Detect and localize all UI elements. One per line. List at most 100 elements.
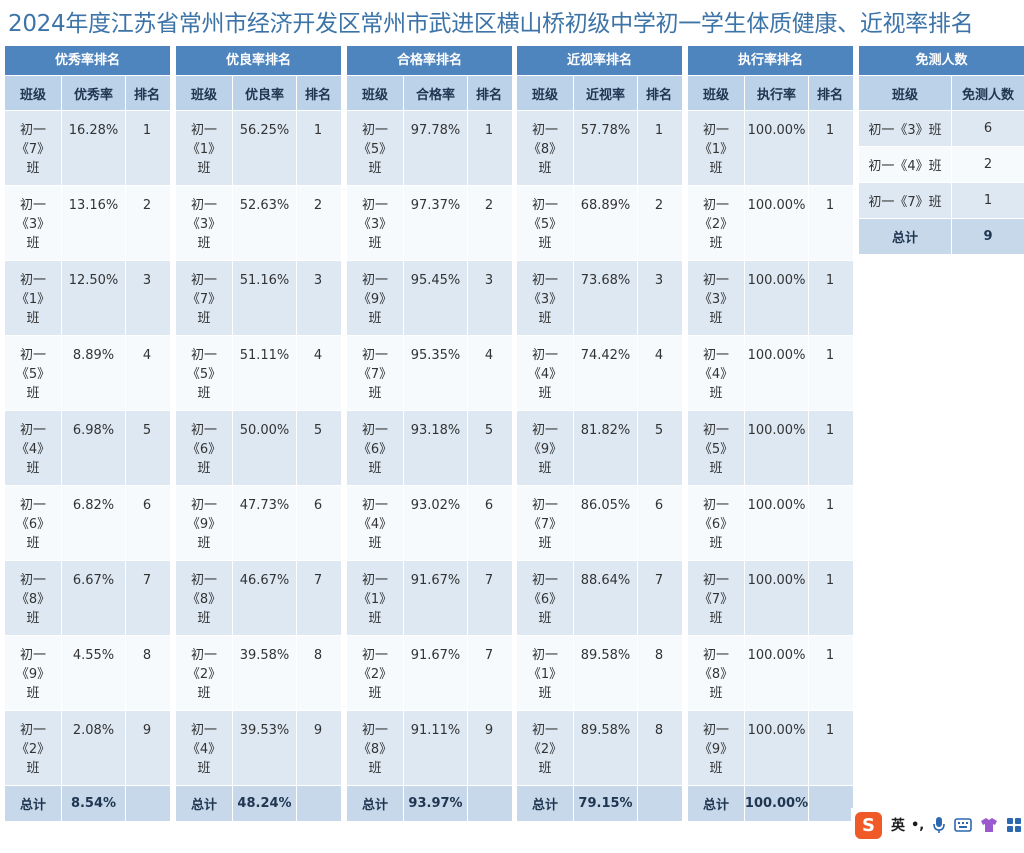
ranking-panel: 优秀率排名 班级 优秀率 排名 初一 《7》 班 16.28% 1 初一 《3》… <box>5 46 170 821</box>
class-cell: 初一 《5》 班 <box>5 336 62 410</box>
table-row: 初一 《2》 班 100.00% 1 <box>688 186 853 261</box>
metric-cell: 4.55% <box>62 636 126 710</box>
col-class-header: 班级 <box>347 76 404 110</box>
table-row: 初一 《1》 班 91.67% 7 <box>347 561 512 636</box>
total-row: 总计 79.15% <box>517 786 682 821</box>
metric-cell: 89.58% <box>574 636 638 710</box>
total-empty-cell <box>126 786 168 821</box>
metric-cell: 100.00% <box>745 411 809 485</box>
metric-cell: 74.42% <box>574 336 638 410</box>
metric-cell: 100.00% <box>745 486 809 560</box>
total-row: 总计 100.00% <box>688 786 853 821</box>
total-row: 总计 48.24% <box>176 786 341 821</box>
table-row: 初一 《7》 班 95.35% 4 <box>347 336 512 411</box>
column-headers: 班级 合格率 排名 <box>347 76 512 111</box>
rank-cell: 1 <box>825 498 835 513</box>
skin-icon[interactable] <box>980 817 998 833</box>
ime-toolbar[interactable]: S 英 •, <box>851 808 1024 842</box>
panel-header: 合格率排名 <box>347 46 512 76</box>
table-row: 初一 《3》 班 97.37% 2 <box>347 186 512 261</box>
metric-cell: 47.73% <box>233 486 297 560</box>
ime-logo-icon[interactable]: S <box>855 811 882 839</box>
ime-punctuation-toggle[interactable]: •, <box>911 817 925 833</box>
table-row: 初一 《2》 班 91.67% 7 <box>347 636 512 711</box>
rank-cell: 2 <box>313 198 323 213</box>
class-cell: 初一 《3》 班 <box>517 261 574 335</box>
exempt-rows: 初一《3》班 6 初一《4》班 2 初一《7》班 1 <box>859 111 1024 219</box>
panel-header: 优秀率排名 <box>5 46 170 76</box>
metric-cell: 100.00% <box>745 261 809 335</box>
metric-cell: 93.02% <box>404 486 468 560</box>
rank-cell: 7 <box>142 573 152 588</box>
rank-cell: 7 <box>484 648 494 663</box>
table-row: 初一 《3》 班 100.00% 1 <box>688 261 853 336</box>
class-cell: 初一 《8》 班 <box>176 561 233 635</box>
class-cell: 初一 《6》 班 <box>688 486 745 560</box>
class-cell: 初一 《1》 班 <box>176 111 233 185</box>
total-empty-cell <box>297 786 339 821</box>
table-row: 初一 《4》 班 74.42% 4 <box>517 336 682 411</box>
class-cell: 初一 《8》 班 <box>517 111 574 185</box>
metric-cell: 68.89% <box>574 186 638 260</box>
metric-cell: 13.16% <box>62 186 126 260</box>
col-rank-header: 排名 <box>133 87 160 103</box>
total-value: 93.97% <box>404 786 468 821</box>
rank-cell: 2 <box>654 198 664 213</box>
class-cell: 初一 《2》 班 <box>176 636 233 710</box>
exempt-class-cell: 初一《4》班 <box>859 147 952 182</box>
metric-cell: 88.64% <box>574 561 638 635</box>
class-cell: 初一 《9》 班 <box>517 411 574 485</box>
class-cell: 初一 《5》 班 <box>347 111 404 185</box>
class-cell: 初一 《4》 班 <box>347 486 404 560</box>
rank-cell: 4 <box>654 348 664 363</box>
class-cell: 初一 《7》 班 <box>517 486 574 560</box>
table-row: 初一 《7》 班 86.05% 6 <box>517 486 682 561</box>
metric-cell: 16.28% <box>62 111 126 185</box>
metric-cell: 51.16% <box>233 261 297 335</box>
ime-language-toggle[interactable]: 英 <box>891 818 905 834</box>
table-row: 初一 《5》 班 51.11% 4 <box>176 336 341 411</box>
rank-cell: 4 <box>484 348 494 363</box>
metric-cell: 100.00% <box>745 186 809 260</box>
class-cell: 初一 《8》 班 <box>347 711 404 785</box>
total-label: 总计 <box>176 786 233 821</box>
metric-cell: 56.25% <box>233 111 297 185</box>
metric-cell: 6.98% <box>62 411 126 485</box>
table-row: 初一 《5》 班 68.89% 2 <box>517 186 682 261</box>
class-cell: 初一 《2》 班 <box>688 186 745 260</box>
col-class-header: 班级 <box>176 76 233 110</box>
rank-cell: 9 <box>313 723 323 738</box>
class-cell: 初一 《8》 班 <box>688 636 745 710</box>
metric-cell: 89.58% <box>574 711 638 785</box>
rank-cell: 3 <box>142 273 152 288</box>
microphone-icon[interactable] <box>932 816 946 834</box>
metric-cell: 52.63% <box>233 186 297 260</box>
metric-cell: 6.67% <box>62 561 126 635</box>
keyboard-icon[interactable] <box>954 818 973 832</box>
class-cell: 初一 《2》 班 <box>347 636 404 710</box>
table-row: 初一 《8》 班 100.00% 1 <box>688 636 853 711</box>
panel-header: 执行率排名 <box>688 46 853 76</box>
ranking-panel: 合格率排名 班级 合格率 排名 初一 《5》 班 97.78% 1 初一 《3》… <box>347 46 512 821</box>
rank-cell: 3 <box>654 273 664 288</box>
page-title: 2024年度江苏省常州市经济开发区常州市武进区横山桥初级中学初一学生体质健康、近… <box>8 11 974 37</box>
table-row: 初一 《1》 班 56.25% 1 <box>176 111 341 186</box>
metric-cell: 81.82% <box>574 411 638 485</box>
exempt-count-cell: 2 <box>983 157 993 172</box>
exempt-row: 初一《7》班 1 <box>859 183 1024 219</box>
rank-cell: 8 <box>654 648 664 663</box>
toolbox-icon[interactable] <box>1006 817 1022 833</box>
column-headers: 班级 执行率 排名 <box>688 76 853 111</box>
table-row: 初一 《4》 班 6.98% 5 <box>5 411 170 486</box>
class-cell: 初一 《4》 班 <box>688 336 745 410</box>
metric-cell: 51.11% <box>233 336 297 410</box>
rank-cell: 5 <box>142 423 152 438</box>
rank-cell: 1 <box>825 198 835 213</box>
panel-header: 优良率排名 <box>176 46 341 76</box>
rank-cell: 2 <box>142 198 152 213</box>
metric-cell: 6.82% <box>62 486 126 560</box>
metric-cell: 2.08% <box>62 711 126 785</box>
class-cell: 初一 《7》 班 <box>688 561 745 635</box>
table-row: 初一 《1》 班 89.58% 8 <box>517 636 682 711</box>
table-row: 初一 《2》 班 89.58% 8 <box>517 711 682 786</box>
